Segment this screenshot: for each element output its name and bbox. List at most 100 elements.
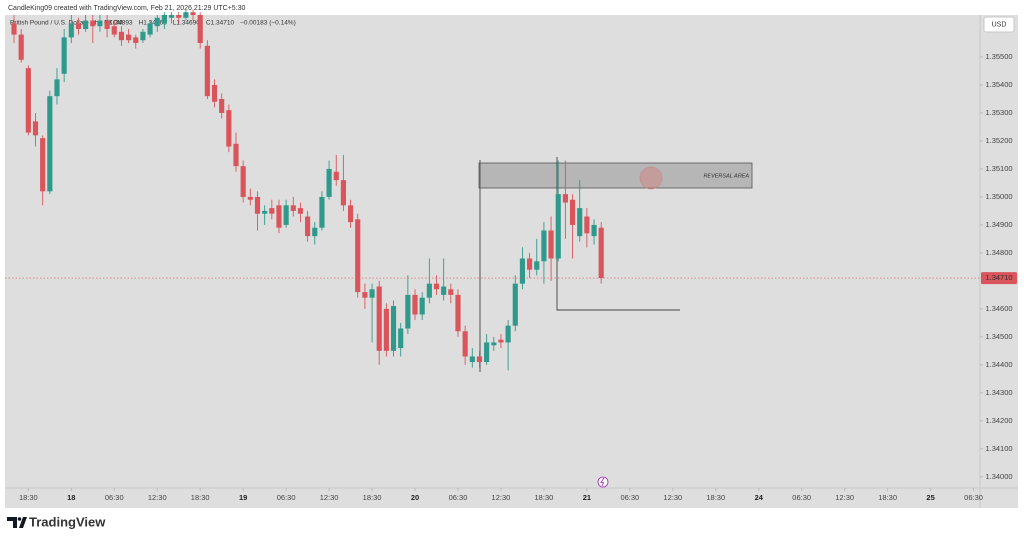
candle-body [32, 121, 39, 136]
zone-label: REVERSAL AREA [703, 173, 749, 179]
candle-body [197, 15, 203, 43]
candle-body [190, 12, 196, 15]
candle-body [240, 166, 246, 197]
candle-body [476, 356, 483, 363]
candle-body [176, 15, 182, 18]
candle-body [47, 96, 53, 192]
candle-body [390, 306, 397, 351]
candle-body [369, 289, 375, 298]
candle-body [83, 20, 89, 29]
candle-body [54, 79, 60, 97]
candle-body [355, 219, 361, 293]
y-tick-label: 1.34300 [985, 388, 1012, 397]
candle-body [326, 168, 332, 197]
candle-body [297, 208, 304, 214]
event-icon[interactable] [597, 476, 609, 488]
x-tick-label: 18:30 [878, 493, 897, 502]
candle-body [61, 37, 67, 74]
candle-body [290, 205, 296, 211]
chart-panel [5, 15, 1018, 508]
candle-body [140, 31, 146, 41]
candle-body [147, 23, 153, 35]
candle-body [154, 17, 160, 27]
x-tick-label: 25 [926, 493, 934, 502]
x-tick-label: 06:30 [277, 493, 296, 502]
x-tick-label: 12:30 [835, 493, 854, 502]
candle-body [584, 216, 590, 234]
event-icon-bolt [600, 477, 605, 487]
candles [11, 9, 604, 371]
candle-body [577, 208, 583, 237]
legend-value: C1.34710 [206, 20, 235, 27]
reversal-zone [478, 162, 753, 189]
candle-body [262, 210, 268, 214]
x-tick-label: 06:30 [449, 493, 468, 502]
y-tick-label: 1.34500 [985, 332, 1012, 341]
last-price-label: 1.34710 [985, 273, 1012, 282]
candle-body [362, 292, 368, 298]
candle-body [462, 331, 468, 357]
candle-body [569, 199, 576, 225]
y-tick-label: 1.34900 [985, 220, 1012, 229]
x-tick-label: 06:30 [105, 493, 124, 502]
currency-box[interactable] [983, 16, 1015, 33]
x-tick-label: 06:30 [792, 493, 811, 502]
y-tick-label: 1.34100 [985, 444, 1012, 453]
y-tick-label: 1.35400 [985, 80, 1012, 89]
candle-body [305, 216, 311, 237]
x-tick-label: 12:30 [320, 493, 339, 502]
candle-body [168, 15, 175, 18]
candle-body [340, 180, 346, 206]
candle-body [562, 194, 568, 203]
candle-body [333, 171, 339, 181]
candle-body [534, 261, 540, 270]
y-tick-label: 1.34000 [985, 472, 1012, 481]
candle-body [347, 205, 354, 223]
candle-body [75, 23, 82, 29]
x-tick-label: 12:30 [663, 493, 682, 502]
candle-body [527, 258, 533, 270]
candle-body [419, 297, 425, 315]
candle-body [484, 342, 490, 363]
candle-body [68, 23, 74, 38]
legend-value: H1.34968 [139, 20, 168, 27]
marker-circle [639, 166, 663, 190]
candle-body [598, 227, 604, 279]
x-tick-label: 18:30 [191, 493, 210, 502]
y-tick-label: 1.34200 [985, 416, 1012, 425]
candle-body [97, 20, 103, 27]
y-tick-label: 1.34600 [985, 304, 1012, 313]
candle-body [383, 308, 389, 351]
candle-body [448, 289, 454, 295]
candle-body [319, 196, 325, 228]
candle-body [133, 37, 139, 43]
candle-body [283, 205, 289, 225]
candle-body [376, 286, 382, 351]
candle-body [254, 196, 261, 214]
x-tick-label: 18:30 [363, 493, 382, 502]
legend-value: −0.00183 (−0.14%) [240, 20, 296, 27]
candle-body [126, 34, 132, 41]
candle-body [555, 194, 561, 259]
candle-body [247, 196, 253, 200]
candle-body [491, 342, 497, 346]
x-tick-label: 18 [67, 493, 75, 502]
candle-body [104, 20, 110, 29]
candle-body [219, 98, 225, 113]
candle-body [498, 339, 504, 343]
y-tick-label: 1.35000 [985, 192, 1012, 201]
logo-text: TradingView [29, 514, 106, 529]
x-tick-label: 19 [239, 493, 247, 502]
last-price-box [981, 272, 1017, 285]
candle-body [455, 294, 461, 332]
candle-body [426, 283, 432, 298]
candle-body [118, 31, 125, 41]
candle-body [312, 227, 318, 237]
currency[interactable]: USD [992, 21, 1007, 28]
candle-body [40, 138, 46, 192]
candle-body [183, 12, 189, 18]
candle-body [591, 224, 597, 237]
candle-body [405, 294, 411, 329]
